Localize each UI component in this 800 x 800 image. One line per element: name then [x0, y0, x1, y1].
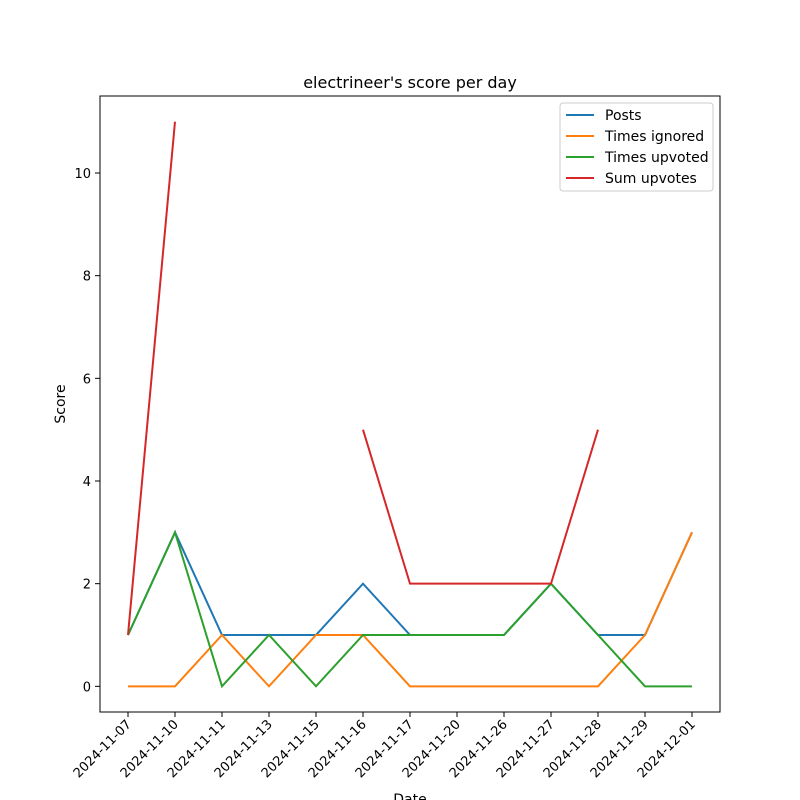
- legend-label-times-ignored: Times ignored: [604, 129, 704, 145]
- legend-label-sum-upvotes: Sum upvotes: [605, 171, 697, 187]
- series-line-sum-upvotes: [127, 121, 176, 636]
- y-tick-label: 2: [83, 578, 91, 593]
- plot-area: [99, 95, 721, 713]
- series-line-times-upvoted: [127, 529, 692, 689]
- y-tick-label: 4: [83, 475, 91, 490]
- y-tick-label: 8: [83, 270, 91, 285]
- series-line-sum-upvotes: [362, 429, 599, 585]
- y-tick-label: 0: [83, 680, 91, 695]
- y-tick-label: 10: [74, 167, 91, 182]
- y-tick-label: 6: [83, 372, 91, 387]
- y-axis: 0 2 4 6 8 10: [74, 167, 100, 695]
- series-lines: [127, 121, 693, 689]
- chart-title: electrineer's score per day: [303, 73, 517, 92]
- x-axis: 2024-11-072024-11-102024-11-112024-11-13…: [71, 712, 699, 781]
- legend-label-times-upvoted: Times upvoted: [604, 150, 709, 166]
- legend-box: [559, 102, 714, 192]
- x-axis-label: Date: [393, 792, 426, 800]
- y-axis-label: Score: [53, 384, 69, 423]
- legend: Posts Times ignored Times upvoted Sum upvot…: [559, 102, 714, 192]
- series-line-times-ignored: [128, 531, 693, 688]
- legend-label-posts: Posts: [605, 108, 642, 124]
